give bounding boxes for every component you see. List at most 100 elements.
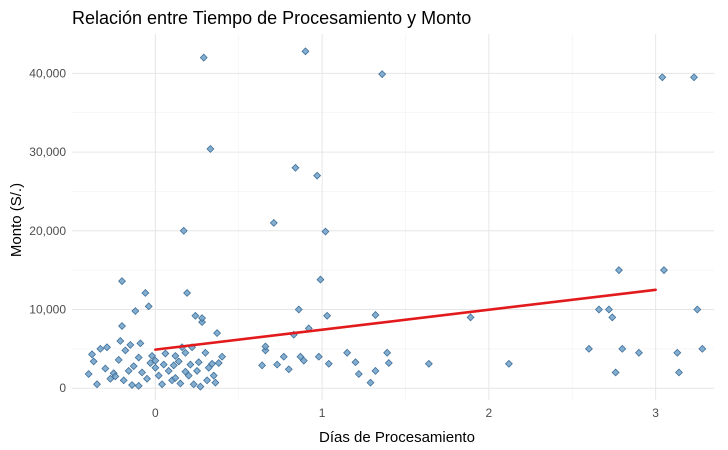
data-point <box>313 171 322 180</box>
y-tick-label: 10,000 <box>29 302 66 316</box>
data-point <box>118 277 126 286</box>
data-point <box>134 353 143 362</box>
data-point <box>176 379 185 388</box>
data-point <box>261 342 270 351</box>
data-point <box>384 359 393 367</box>
trend-line-group <box>154 288 657 351</box>
data-point <box>198 314 207 323</box>
x-tick-label: 2 <box>486 406 493 420</box>
data-point <box>171 351 180 360</box>
data-point <box>660 266 668 275</box>
data-point <box>466 313 475 322</box>
y-tick-labels: 0 10,000 20,000 30,000 40,000 <box>29 66 66 395</box>
data-point <box>131 307 140 316</box>
data-point <box>634 348 643 357</box>
data-point <box>213 329 222 338</box>
data-point <box>206 144 215 153</box>
data-point <box>103 343 111 352</box>
x-axis-title: Días de Procesamiento <box>319 429 475 446</box>
data-point <box>154 371 163 380</box>
data-point <box>301 47 310 56</box>
data-point <box>179 226 188 235</box>
data-point <box>324 359 333 368</box>
data-point <box>291 163 300 172</box>
data-point <box>693 305 702 314</box>
data-point <box>184 371 193 380</box>
data-point <box>209 371 218 380</box>
y-tick-label: 20,000 <box>29 224 66 238</box>
data-point <box>161 349 170 358</box>
data-point <box>273 360 282 369</box>
data-point <box>201 348 210 357</box>
data-point <box>258 361 267 370</box>
data-point <box>151 363 160 372</box>
data-point <box>114 355 123 364</box>
data-point <box>321 227 330 236</box>
data-point <box>101 364 110 373</box>
data-point <box>279 352 288 361</box>
data-point <box>690 73 698 82</box>
data-point <box>151 356 160 365</box>
data-point <box>196 382 205 391</box>
data-point <box>183 288 192 297</box>
data-point <box>129 362 138 371</box>
data-point <box>299 356 308 365</box>
data-point <box>675 368 683 377</box>
data-point <box>211 378 220 387</box>
data-point <box>214 359 223 367</box>
data-point <box>128 381 136 390</box>
data-point <box>136 339 145 348</box>
data-point <box>698 344 707 353</box>
data-point <box>371 311 380 319</box>
data-point <box>316 275 325 284</box>
data-point <box>119 376 128 385</box>
data-point <box>93 380 101 389</box>
data-point <box>378 70 387 79</box>
data-point <box>111 372 120 381</box>
data-point <box>584 344 593 353</box>
data-point <box>608 313 617 322</box>
data-point <box>323 311 332 320</box>
data-point <box>203 376 212 385</box>
data-point <box>186 360 195 369</box>
data-point <box>383 348 392 357</box>
major-gridlines <box>72 34 714 400</box>
data-point <box>371 366 380 375</box>
data-point <box>594 305 603 314</box>
data-point <box>171 373 180 382</box>
data-point <box>269 218 278 227</box>
data-point <box>614 266 623 275</box>
y-axis-title: Monto (S/.) <box>8 183 25 257</box>
data-point <box>424 359 433 368</box>
data-point <box>96 344 105 353</box>
data-point <box>89 357 98 366</box>
data-point <box>141 288 150 297</box>
y-tick-label: 0 <box>59 381 66 395</box>
minor-gridlines <box>72 34 714 400</box>
y-tick-label: 40,000 <box>29 66 66 80</box>
data-point <box>366 378 375 387</box>
data-point <box>504 359 513 368</box>
data-point <box>174 357 183 366</box>
data-point <box>354 370 363 378</box>
data-point <box>159 360 168 369</box>
data-point <box>604 305 613 314</box>
data-point <box>208 359 217 368</box>
data-point <box>618 344 627 353</box>
data-point <box>158 380 167 389</box>
data-point <box>144 302 153 311</box>
data-point <box>284 365 293 374</box>
data-point <box>611 368 620 377</box>
data-point <box>194 358 203 367</box>
data-point <box>121 346 130 355</box>
data-point <box>134 381 143 390</box>
data-point <box>351 358 360 367</box>
data-point <box>126 340 135 349</box>
y-tick-label: 30,000 <box>29 145 66 159</box>
data-point <box>343 348 352 357</box>
x-tick-label: 1 <box>319 406 326 420</box>
data-point <box>294 305 303 314</box>
data-point <box>189 380 198 389</box>
data-point <box>199 53 208 62</box>
